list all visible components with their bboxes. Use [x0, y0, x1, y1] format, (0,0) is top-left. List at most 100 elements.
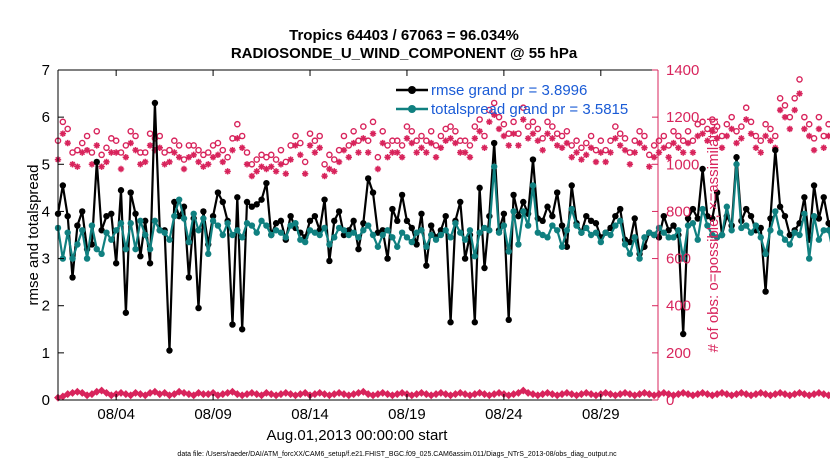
assimilated-point	[704, 137, 711, 144]
left-ticks: 0 1 2 3 4 5 6 7	[42, 62, 64, 409]
rmse-point	[355, 245, 362, 253]
rmse-point	[398, 191, 406, 199]
possible-point	[549, 123, 556, 130]
totalspread-point	[350, 229, 357, 236]
totalspread-point	[626, 250, 634, 258]
totalspread-point	[481, 224, 488, 232]
rejected-point	[180, 388, 188, 397]
possible-point	[481, 132, 488, 140]
totalspread-point	[704, 222, 711, 229]
rejected-point	[703, 390, 712, 399]
assimilated-point	[520, 116, 527, 123]
possible-point	[539, 135, 546, 142]
assimilated-point	[389, 149, 396, 156]
assimilated-point	[573, 149, 580, 156]
rejected-point	[436, 388, 445, 397]
rmse-point	[680, 330, 687, 338]
rmse-point	[311, 212, 319, 220]
assimilated-point	[93, 142, 100, 149]
possible-point	[306, 130, 314, 137]
x-tick-label: 08/04	[97, 406, 135, 423]
possible-point	[544, 118, 551, 126]
possible-point	[519, 104, 527, 112]
totalspread-point	[544, 234, 551, 241]
assimilated-point	[360, 135, 367, 142]
assimilated-point	[767, 137, 774, 144]
totalspread-point	[728, 227, 735, 234]
assimilated-point	[326, 165, 333, 173]
assimilated-point	[733, 139, 740, 147]
possible-series	[54, 76, 830, 168]
rmse-point	[786, 231, 794, 239]
assimilated-point	[597, 149, 605, 156]
rmse-point	[243, 198, 251, 206]
assimilated-point	[461, 149, 469, 156]
rejected-point	[252, 390, 261, 399]
possible-point	[452, 127, 459, 135]
assimilated-point	[539, 146, 546, 154]
possible-point	[98, 151, 105, 159]
totalspread-point	[437, 231, 445, 239]
rmse-point	[801, 194, 808, 201]
rmse-point	[122, 309, 130, 316]
rmse-point	[369, 189, 377, 196]
totalspread-point	[277, 229, 285, 236]
possible-point	[321, 160, 328, 168]
rejected-point	[160, 388, 169, 397]
x-tick-label: 08/19	[388, 406, 426, 423]
totalspread-point	[229, 231, 236, 239]
possible-point	[287, 142, 294, 149]
rmse-point	[117, 187, 125, 194]
possible-point	[810, 135, 818, 142]
rmse-point	[655, 234, 663, 241]
possible-point	[747, 118, 755, 126]
assimilated-point	[243, 161, 251, 168]
possible-point	[238, 132, 246, 140]
assimilated-point	[452, 139, 459, 147]
assimilated-point	[316, 144, 323, 151]
totalspread-point	[364, 222, 372, 229]
possible-point	[825, 120, 830, 128]
totalspread-point	[738, 224, 745, 232]
totalspread-point	[713, 234, 721, 241]
assimilated-point	[486, 118, 493, 126]
right-tick-label: 400	[666, 298, 691, 315]
rmse-point	[461, 255, 469, 262]
legend-rmse-marker	[408, 86, 416, 94]
rmse-point	[471, 319, 479, 326]
totalspread-point	[447, 234, 454, 241]
assimilated-point	[447, 135, 454, 142]
totalspread-point	[161, 229, 168, 236]
rmse-point	[321, 196, 328, 203]
totalspread-point	[185, 238, 193, 246]
totalspread-point	[122, 245, 130, 253]
totalspread-point	[573, 222, 580, 229]
assimilated-point	[122, 154, 130, 161]
assimilated-point	[229, 146, 236, 154]
rejected-point	[335, 388, 344, 397]
x-tick-label: 08/29	[582, 406, 620, 423]
rmse-point	[306, 217, 314, 225]
totalspread-point	[413, 229, 420, 236]
totalspread-point	[583, 224, 590, 232]
rmse-point	[457, 198, 464, 206]
totalspread-point	[670, 234, 677, 241]
rejected-point	[582, 388, 591, 397]
rmse-point	[437, 227, 445, 234]
rejected-point	[528, 390, 537, 399]
possible-point	[437, 132, 445, 140]
possible-point	[229, 135, 236, 142]
assimilated-series	[54, 90, 830, 180]
assimilated-point	[263, 165, 270, 173]
rejected-point	[228, 387, 237, 396]
totalspread-point	[578, 229, 585, 236]
assimilated-point	[234, 135, 241, 142]
assimilated-point	[374, 165, 382, 173]
rejected-point	[194, 388, 203, 397]
rejected-point	[621, 388, 630, 397]
rmse-point	[762, 288, 769, 295]
totalspread-point	[205, 250, 212, 258]
assimilated-point	[335, 158, 343, 166]
rmse-point	[127, 189, 134, 196]
x-tick-label: 08/09	[194, 406, 232, 423]
